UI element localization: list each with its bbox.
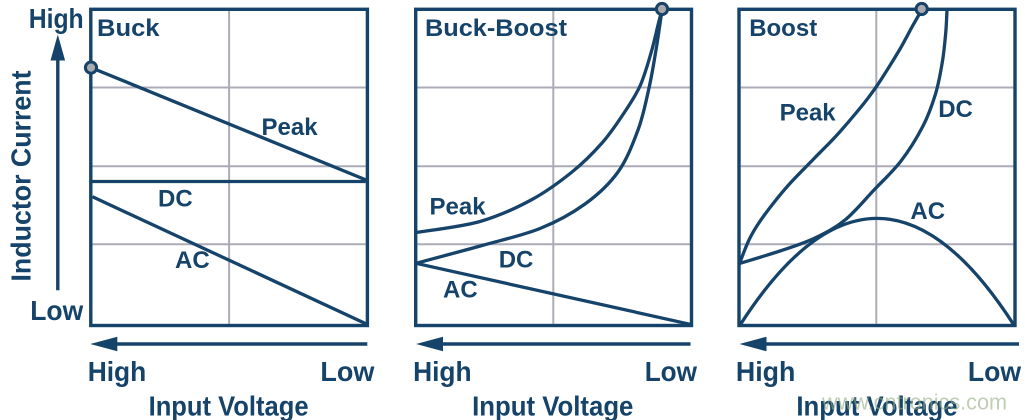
- svg-text:Buck: Buck: [97, 15, 160, 42]
- svg-text:www.cntronics.com: www.cntronics.com: [821, 390, 1007, 415]
- svg-text:DC: DC: [938, 96, 973, 123]
- svg-text:Low: Low: [320, 356, 374, 387]
- svg-text:Peak: Peak: [430, 194, 487, 221]
- svg-text:DC: DC: [499, 247, 534, 274]
- svg-text:AC: AC: [910, 198, 945, 225]
- svg-text:Input Voltage: Input Voltage: [149, 390, 309, 420]
- svg-text:Boost: Boost: [749, 15, 817, 42]
- svg-text:Input Voltage: Input Voltage: [796, 390, 957, 420]
- svg-text:High: High: [413, 356, 472, 387]
- svg-text:Peak: Peak: [780, 99, 837, 126]
- svg-text:AC: AC: [175, 247, 210, 274]
- svg-text:High: High: [29, 3, 84, 34]
- svg-text:Peak: Peak: [262, 114, 319, 141]
- svg-text:DC: DC: [158, 185, 193, 212]
- svg-text:Low: Low: [968, 356, 1021, 387]
- svg-text:High: High: [736, 356, 796, 387]
- svg-text:AC: AC: [443, 277, 478, 304]
- svg-text:Inductor Current: Inductor Current: [6, 71, 37, 282]
- svg-text:Buck-Boost: Buck-Boost: [425, 15, 567, 42]
- svg-text:Low: Low: [30, 295, 83, 326]
- svg-text:High: High: [88, 356, 147, 387]
- svg-text:Low: Low: [645, 356, 697, 387]
- svg-text:Input Voltage: Input Voltage: [472, 390, 633, 420]
